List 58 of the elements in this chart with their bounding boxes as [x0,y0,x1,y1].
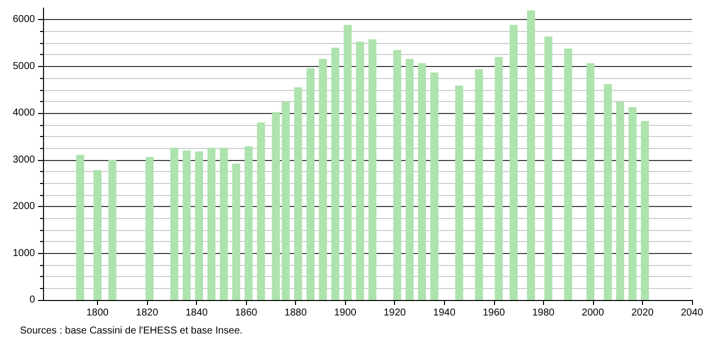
bar [282,102,290,300]
x-tick-label: 2000 [582,308,604,318]
bar [182,150,191,300]
bar [544,36,552,300]
y-tick-label: 6000 [12,14,36,26]
bar [455,86,464,300]
bar [474,69,483,300]
bar [146,157,154,300]
bar [331,48,340,300]
bar [76,154,84,300]
bar [430,72,438,300]
y-tick-label: 2000 [12,201,36,212]
x-tick-label: 1800 [86,308,110,318]
x-tick-label: 1840 [185,308,208,318]
x-tick-label: 1920 [384,308,406,318]
x-tick-label: 2020 [631,308,654,318]
x-tick-label: 1900 [334,308,357,318]
y-tick-label: 3000 [12,154,36,166]
bar [207,148,216,300]
bar [586,63,594,300]
x-tick-label: 1960 [482,308,506,318]
x-tick-label: 1820 [136,308,159,318]
y-tick-label: 4000 [12,108,36,119]
x-tick-label: 1880 [284,308,308,318]
bar [294,87,302,300]
bar [604,84,612,300]
bar [244,146,253,300]
x-tick-label: 1860 [234,308,258,318]
bar [256,122,265,300]
bar [393,50,402,300]
bar [344,24,352,300]
bar [272,112,280,300]
bar [232,164,240,300]
bar [494,57,503,300]
bar [418,63,426,300]
y-tick-label: 1000 [12,248,36,259]
bar [93,170,102,300]
bar [195,151,204,300]
bar [318,58,327,300]
y-tick-label: 5000 [12,60,36,72]
bar [306,68,315,300]
bar [510,24,518,300]
bar [526,10,535,300]
bar [220,148,228,300]
bar [564,48,572,300]
source-note: Sources : base Cassini de l'EHESS et base Insee. [20,326,243,336]
x-tick-label: 2040 [680,308,704,318]
bar [108,160,116,300]
bar [356,42,364,300]
y-tick-label: 0 [29,294,36,306]
bar [628,107,637,300]
bar [640,121,649,300]
bar [170,148,178,300]
bar [616,102,624,300]
bar [406,58,414,300]
bar [368,39,376,300]
x-tick-label: 1940 [433,308,456,318]
x-tick-label: 1980 [532,308,555,318]
